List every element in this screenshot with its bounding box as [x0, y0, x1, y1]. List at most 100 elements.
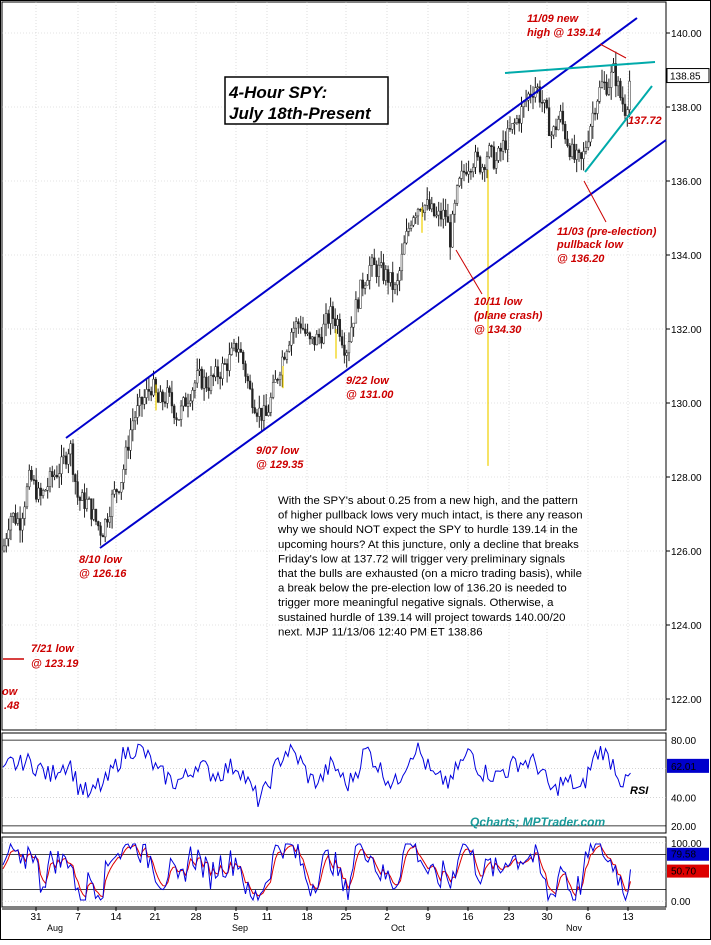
price-candle-body — [41, 490, 45, 496]
price-tick-label: 138.00 — [671, 103, 702, 114]
price-candle-body — [389, 272, 392, 283]
stochastic-tick-label: 0.00 — [671, 897, 691, 908]
price-candle-body — [619, 80, 622, 98]
price-candle-body — [104, 519, 107, 538]
price-candle-body — [248, 380, 252, 390]
price-candle-body — [547, 107, 551, 136]
commentary-line: a break below the pre-election low of 13… — [278, 583, 567, 595]
chart-title-line1: 4-Hour SPY: — [228, 83, 327, 102]
price-candle-body — [612, 63, 615, 73]
annotation-high-line1: 11/09 new — [527, 13, 580, 25]
annotation-721-line1: 7/21 low — [31, 643, 75, 655]
price-candle-body — [2, 545, 6, 552]
price-candle-body — [490, 145, 493, 148]
annotation-810-line1: 8/10 low — [79, 554, 123, 566]
price-candle-body — [28, 469, 31, 488]
price-candle-body — [552, 126, 555, 136]
price-candle-body — [614, 63, 617, 87]
chart-title-line2: July 18th-Present — [229, 104, 372, 123]
commentary-line: Friday's low at 137.72 will trigger very… — [278, 553, 565, 565]
price-tick-label: 134.00 — [671, 251, 702, 262]
price-candle-body — [175, 417, 178, 420]
price-candle-body — [591, 112, 594, 127]
price-candle-body — [184, 397, 187, 407]
price-candle-body — [338, 319, 341, 337]
price-candle-body — [186, 402, 190, 407]
x-month-label: Nov — [566, 923, 583, 933]
price-candle-body — [626, 109, 629, 116]
price-candle-body — [290, 332, 293, 346]
price-candle-body — [416, 208, 420, 217]
price-candle-body — [108, 516, 111, 523]
price-candle-body — [550, 134, 553, 137]
price-candle-body — [196, 370, 199, 384]
price-candle-body — [347, 341, 351, 354]
price-candle-body — [145, 389, 148, 398]
price-candle-body — [469, 171, 473, 173]
rsi-last-label: 62.01 — [671, 762, 696, 773]
price-candle-body — [69, 443, 72, 455]
x-tick-label: 7 — [75, 912, 81, 923]
price-candle-body — [202, 376, 206, 389]
price-candle-body — [616, 80, 620, 87]
price-candle-body — [64, 455, 68, 465]
price-candle-body — [536, 86, 539, 88]
price-candle-body — [58, 473, 61, 478]
price-candle-body — [221, 363, 224, 379]
price-candle-body — [568, 145, 571, 158]
commentary-text: With the SPY's about 0.25 from a new hig… — [277, 495, 583, 638]
price-candle-body — [412, 217, 415, 226]
x-tick-label: 23 — [503, 912, 515, 923]
price-candle-body — [483, 167, 486, 170]
price-candle-body — [9, 516, 13, 531]
price-candle-body — [543, 99, 546, 103]
price-candle-body — [545, 99, 548, 108]
price-candle-body — [60, 456, 63, 474]
price-candle-body — [460, 170, 463, 179]
price-candle-body — [278, 374, 282, 380]
price-candle-body — [515, 118, 519, 124]
price-candle-body — [159, 391, 162, 403]
price-candle-body — [352, 322, 355, 328]
price-candle-body — [189, 400, 192, 404]
price-candle-body — [320, 336, 323, 344]
price-candle-body — [110, 493, 114, 517]
price-candle-body — [605, 81, 608, 95]
price-candle-body — [255, 412, 259, 417]
price-candle-body — [14, 512, 17, 524]
price-candle-body — [32, 479, 36, 481]
rsi-tick-label: 80.00 — [671, 736, 696, 747]
price-candle-body — [308, 332, 312, 340]
price-candle-body — [444, 209, 447, 217]
price-candle-body — [269, 397, 272, 413]
price-candle-body — [122, 469, 125, 483]
price-candle-body — [136, 405, 139, 418]
price-candle-body — [274, 379, 277, 383]
price-candle-body — [46, 486, 49, 491]
price-candle-body — [396, 280, 399, 286]
rsi-last-box — [667, 758, 709, 773]
price-candle-body — [497, 147, 500, 161]
stochastic-d-last-box — [667, 864, 709, 878]
price-candle-body — [324, 313, 328, 325]
price-candle-body — [173, 405, 176, 419]
price-candle-body — [398, 270, 401, 281]
price-candle-body — [518, 118, 521, 124]
price-candle-body — [18, 518, 22, 531]
annotation-907-line2: @ 129.35 — [256, 459, 304, 471]
annotation-plane-line1: 10/11 low — [474, 296, 524, 308]
support-line — [584, 85, 653, 173]
price-candle-body — [156, 392, 160, 403]
price-candle-body — [198, 368, 201, 371]
price-candle-body — [492, 146, 496, 169]
resistance-line — [504, 61, 656, 74]
price-candle-body — [94, 509, 98, 522]
price-candle-body — [327, 313, 330, 324]
price-candle-body — [345, 352, 348, 356]
price-candle-body — [163, 401, 167, 404]
price-candle-body — [430, 203, 433, 210]
price-candle-body — [593, 112, 597, 115]
price-candle-body — [74, 474, 77, 482]
price-candle-body — [380, 262, 383, 266]
